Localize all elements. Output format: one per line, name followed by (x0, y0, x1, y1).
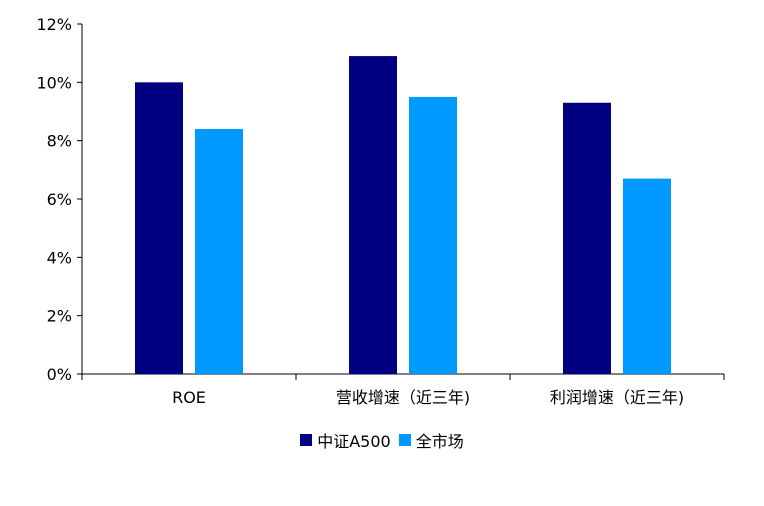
x-category-label: ROE (172, 388, 206, 407)
y-tick-label: 4% (47, 248, 72, 267)
legend-item-series-1: 中证A500 (300, 428, 391, 452)
bar-series-1 (349, 56, 397, 374)
x-axis: ROE 营收增速（近三年) 利润增速（近三年) (81, 373, 725, 407)
y-tick-label: 6% (47, 190, 72, 209)
bar-series-2 (195, 129, 243, 374)
bar-series-1 (135, 82, 183, 374)
bar-series-2 (623, 178, 671, 374)
legend-item-series-2: 全市场 (398, 428, 464, 452)
y-tick-label: 12% (36, 15, 72, 34)
legend-swatch-series-1 (300, 434, 313, 446)
bars (135, 56, 671, 375)
legend-label-series-2: 全市场 (415, 432, 464, 451)
y-tick-label: 10% (36, 73, 72, 92)
y-axis: 0% 2% 4% 6% 8% 10% 12% (36, 15, 83, 384)
x-category-label: 营收增速（近三年) (336, 388, 470, 407)
bar-series-1 (563, 102, 611, 374)
legend-label-series-1: 中证A500 (317, 432, 391, 451)
y-tick-label: 2% (47, 307, 72, 326)
y-tick-label: 0% (47, 365, 72, 384)
y-tick-label: 8% (47, 132, 72, 151)
legend-swatch-series-2 (398, 434, 411, 446)
x-category-label: 利润增速（近三年) (550, 388, 684, 407)
legend: 中证A500 全市场 (0, 428, 764, 452)
bar-series-2 (409, 96, 457, 375)
